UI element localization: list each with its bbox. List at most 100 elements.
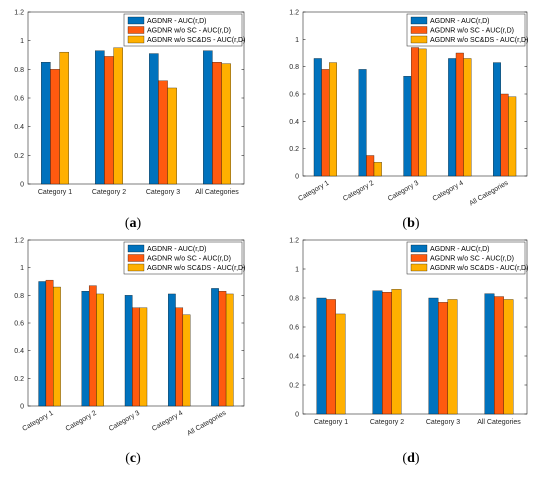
y-tick-label: 0.6 <box>289 92 299 99</box>
legend-entry: AGDNR w/o SC - AUC(r,D) <box>147 28 231 35</box>
bar <box>132 307 140 407</box>
y-tick-label: 0.4 <box>289 354 299 361</box>
bar <box>503 299 514 415</box>
y-tick-label: 0.2 <box>289 146 299 153</box>
panel-label: (a) <box>125 216 142 231</box>
x-tick-label: All Categories <box>186 409 228 437</box>
bar <box>326 299 336 415</box>
bar <box>168 293 176 407</box>
bar <box>175 307 184 407</box>
bar <box>149 53 159 185</box>
y-tick-label: 1.2 <box>289 238 299 245</box>
y-tick-label: 1 <box>20 265 24 272</box>
bar <box>50 69 60 185</box>
x-tick-label: Category 4 <box>151 410 184 433</box>
bar <box>88 285 97 407</box>
bar <box>59 51 69 185</box>
y-tick-label: 0.2 <box>14 376 24 383</box>
x-tick-label: All Categories <box>477 419 521 426</box>
legend-swatch <box>127 16 145 25</box>
bar <box>391 289 402 415</box>
bar <box>218 291 227 407</box>
bar <box>124 295 133 407</box>
bar <box>139 307 148 407</box>
chart-panel-1: 0 0.2 0.4 0.6 0.8 1 1.2 Category 1 Category 2 Cat… <box>14 10 245 232</box>
legend-entry: AGDNR w/o SC - AUC(r,D) <box>430 28 514 35</box>
bar <box>382 292 392 415</box>
y-tick-label: 0.8 <box>14 67 24 74</box>
y-tick-label: 0.8 <box>289 64 299 71</box>
bar <box>366 155 375 177</box>
bar <box>428 297 439 415</box>
x-tick-label: Category 1 <box>38 189 72 196</box>
y-tick-label: 0.4 <box>14 348 24 355</box>
y-tick-label: 1 <box>295 37 299 44</box>
y-tick-label: 0 <box>295 174 299 181</box>
bar <box>96 293 104 407</box>
bar <box>418 48 427 177</box>
y-tick-label: 0.6 <box>14 321 24 328</box>
legend-swatch <box>410 263 428 272</box>
legend: AGDNR - AUC(r,D) AGDNR w/o SC - AUC(r,D) A… <box>123 241 245 275</box>
legend-swatch <box>127 263 145 272</box>
y-tick-label: 0.6 <box>289 325 299 332</box>
legend-entry: AGDNR w/o SC&DS - AUC(r,D) <box>430 265 528 272</box>
legend-entry: AGDNR - AUC(r,D) <box>430 18 490 25</box>
bar <box>95 50 105 185</box>
bar <box>447 299 458 415</box>
legend-swatch <box>127 26 145 34</box>
y-tick-label: 1.2 <box>14 238 24 245</box>
x-tick-label: Category 3 <box>387 180 420 203</box>
y-tick-label: 0.8 <box>289 296 299 303</box>
x-tick-label: Category 2 <box>370 419 404 426</box>
panel-label: (c) <box>125 451 141 466</box>
chart-panel-2: 0 0.2 0.4 0.6 0.8 1 1.2 Category 1 Category 2 Cat… <box>289 10 528 232</box>
bar <box>316 297 327 415</box>
bar <box>372 290 383 415</box>
legend-swatch <box>127 244 145 253</box>
y-tick-label: 0.8 <box>14 293 24 300</box>
y-tick-label: 1 <box>20 38 24 45</box>
bar <box>167 87 177 185</box>
legend-entry: AGDNR w/o SC&DS - AUC(r,D) <box>147 37 245 44</box>
bar <box>104 56 114 185</box>
bar <box>484 293 495 415</box>
legend-swatch <box>127 254 145 262</box>
bar <box>500 93 509 177</box>
bar <box>212 62 222 185</box>
bar <box>335 313 346 415</box>
bar <box>321 69 330 177</box>
y-tick-label: 0 <box>20 404 24 411</box>
bar <box>494 296 504 415</box>
bar <box>358 69 367 177</box>
legend-swatch <box>127 35 145 44</box>
legend-entry: AGDNR w/o SC - AUC(r,D) <box>147 256 231 263</box>
x-tick-label: Category 2 <box>92 189 126 196</box>
x-tick-label: All Categories <box>468 179 510 207</box>
bar <box>493 62 501 177</box>
bar <box>81 291 90 407</box>
bar <box>211 288 219 407</box>
y-tick-label: 0.2 <box>289 383 299 390</box>
legend: AGDNR - AUC(r,D) AGDNR w/o SC - AUC(r,D) A… <box>406 241 528 275</box>
legend-swatch <box>410 16 428 25</box>
bar <box>225 293 234 407</box>
bar <box>508 96 517 177</box>
legend-entry: AGDNR - AUC(r,D) <box>430 246 490 253</box>
legend-swatch <box>410 254 428 262</box>
bar <box>438 302 448 415</box>
legend-entry: AGDNR w/o SC&DS - AUC(r,D) <box>147 265 245 272</box>
y-tick-label: 1.2 <box>14 10 24 17</box>
legend-entry: AGDNR w/o SC&DS - AUC(r,D) <box>430 37 528 44</box>
y-tick-label: 1.2 <box>289 10 299 17</box>
bar <box>411 47 419 177</box>
legend-swatch <box>410 26 428 34</box>
bar <box>463 58 472 177</box>
bar <box>45 279 54 407</box>
bar <box>403 76 412 177</box>
y-tick-label: 1 <box>295 267 299 274</box>
x-tick-label: All Categories <box>195 189 239 196</box>
panel-label: (d) <box>402 451 419 466</box>
